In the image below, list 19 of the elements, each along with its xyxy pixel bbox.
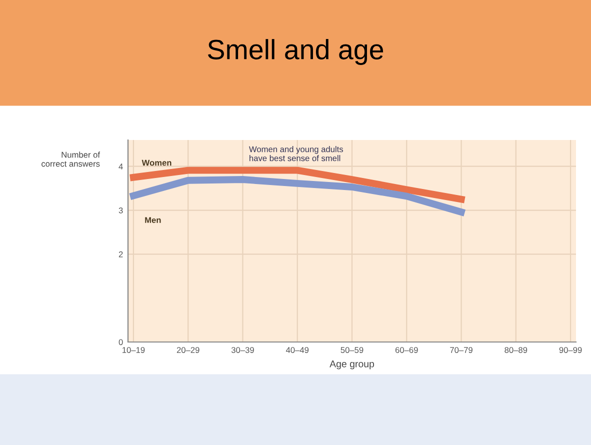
y-axis-title: Number of correct answers xyxy=(42,152,100,167)
chart-title: Smell and age xyxy=(208,39,384,65)
x-tick-label: 10–19 xyxy=(122,347,145,353)
y-tick-label: 4 xyxy=(118,164,123,170)
x-axis-title: Age group xyxy=(330,360,374,370)
text: Men xyxy=(145,217,161,224)
x-tick-label: 20–29 xyxy=(176,347,200,353)
x-tick-label: 60–69 xyxy=(395,347,418,353)
x-tick-label: 50–59 xyxy=(340,347,364,353)
x-tick-label: 90–99 xyxy=(559,347,582,353)
x-tick-label: 40–49 xyxy=(286,347,309,353)
y-tick-label: 3 xyxy=(118,207,123,214)
y-tick-label: 0 xyxy=(118,339,123,346)
series-label: Women xyxy=(142,160,172,166)
x-tick-label: 30–39 xyxy=(231,347,254,353)
x-tick-label: 70–79 xyxy=(450,347,472,353)
y-tick-label: 2 xyxy=(118,251,123,258)
x-tick-label: 80–89 xyxy=(504,347,528,353)
annotation: Women and young adults have best sense of smell xyxy=(248,146,344,162)
